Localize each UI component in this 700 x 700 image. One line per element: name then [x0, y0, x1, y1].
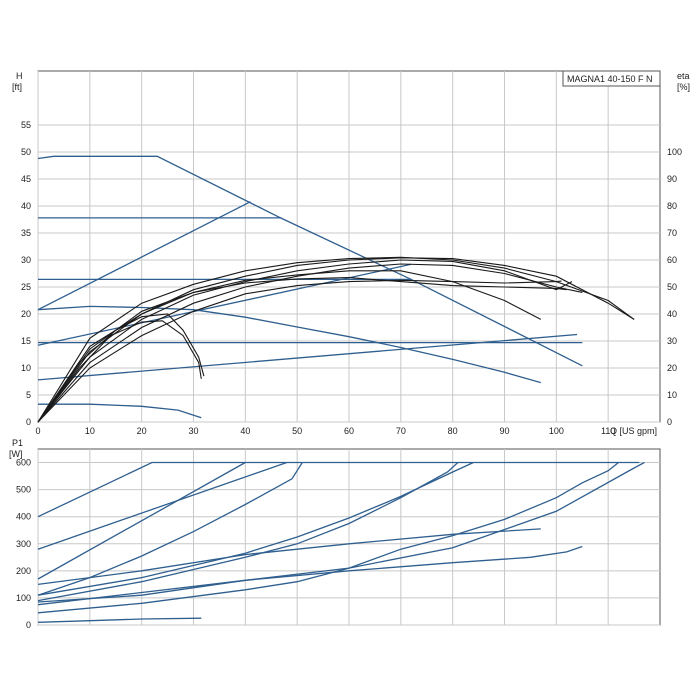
eta-y-tick-label: 100 — [667, 147, 682, 157]
x-tick-label: 10 — [85, 426, 95, 436]
efficiency-curve — [37, 277, 567, 423]
eta-y-ticks: 0 10 20 30 40 50 60 70 80 90 100 — [667, 147, 682, 427]
eta-y-tick-label: 40 — [667, 309, 677, 319]
power-curve — [37, 461, 645, 603]
eta-y-tick-label: 0 — [667, 417, 672, 427]
x-tick-label: 0 — [35, 426, 40, 436]
head-curve — [37, 305, 541, 384]
power-y-tick-label: 100 — [16, 593, 31, 603]
eta-y-tick-label: 70 — [667, 228, 677, 238]
model-label: MAGNA1 40-150 F N — [567, 74, 653, 84]
eta-y-tick-label: 20 — [667, 363, 677, 373]
head-y-tick-label: 45 — [21, 174, 31, 184]
head-axis-label-line2: [ft] — [12, 82, 22, 92]
head-y-tick-label: 20 — [21, 309, 31, 319]
x-tick-label: 90 — [499, 426, 509, 436]
x-tick-label: 80 — [448, 426, 458, 436]
head-curve — [37, 333, 578, 381]
power-axis-label-line1: P1 — [12, 438, 23, 448]
power-curve — [37, 545, 583, 606]
head-y-tick-label: 10 — [21, 363, 31, 373]
x-tick-label: 20 — [137, 426, 147, 436]
efficiency-curve — [37, 320, 202, 423]
head-y-tick-label: 40 — [21, 201, 31, 211]
power-chart: 0 100 200 300 400 500 600 P1 [W] — [9, 438, 661, 630]
power-curve — [37, 461, 619, 614]
power-curve — [37, 461, 288, 550]
efficiency-curve — [37, 263, 583, 423]
x-tick-label: 60 — [344, 426, 354, 436]
power-curve — [37, 461, 246, 580]
power-y-tick-label: 500 — [16, 485, 31, 495]
power-curve — [37, 462, 459, 602]
efficiency-curve — [37, 270, 542, 423]
head-y-tick-label: 55 — [21, 120, 31, 130]
head-y-tick-label: 30 — [21, 255, 31, 265]
head-axis-label-line1: H — [16, 71, 23, 81]
efficiency-curve — [37, 313, 205, 423]
head-curve — [38, 403, 202, 419]
head-y-tick-label: 35 — [21, 228, 31, 238]
power-curve — [37, 617, 202, 623]
x-tick-label: 30 — [188, 426, 198, 436]
power-y-tick-label: 0 — [26, 620, 31, 630]
eta-axis-label-line1: eta — [677, 71, 690, 81]
power-curves — [37, 461, 645, 623]
eta-y-tick-label: 30 — [667, 336, 677, 346]
model-label-box — [562, 70, 661, 87]
head-y-tick-label: 0 — [26, 417, 31, 427]
efficiency-curve — [37, 279, 562, 423]
power-axis-label-line2: [W] — [9, 449, 23, 459]
head-curve — [37, 201, 251, 311]
head-x-ticks: 0 10 20 30 40 50 60 70 80 90 100 110 — [35, 426, 615, 436]
eta-y-tick-label: 90 — [667, 174, 677, 184]
eta-y-tick-label: 60 — [667, 255, 677, 265]
x-tick-label: 50 — [292, 426, 302, 436]
eta-curves — [37, 256, 635, 423]
power-curve — [37, 461, 640, 518]
power-y-tick-label: 300 — [16, 539, 31, 549]
x-tick-label: 40 — [240, 426, 250, 436]
power-y-tick-label: 200 — [16, 566, 31, 576]
head-curves — [37, 155, 583, 419]
power-y-tick-label: 400 — [16, 512, 31, 522]
power-y-tick-label: 600 — [16, 458, 31, 468]
head-y-ticks: 0 5 10 15 20 25 30 35 40 45 50 55 — [21, 120, 31, 427]
head-y-tick-label: 15 — [21, 336, 31, 346]
x-tick-label: 110 — [601, 426, 615, 436]
head-y-tick-label: 50 — [21, 147, 31, 157]
head-y-tick-label: 25 — [21, 282, 31, 292]
eta-y-tick-label: 10 — [667, 390, 677, 400]
power-y-ticks: 0 100 200 300 400 500 600 — [16, 458, 31, 630]
x-tick-label: 100 — [549, 426, 564, 436]
eta-y-tick-label: 50 — [667, 282, 677, 292]
eta-axis-label-line2: [%] — [677, 82, 690, 92]
head-curve — [37, 155, 583, 367]
x-tick-label: 70 — [396, 426, 406, 436]
head-y-tick-label: 5 — [26, 390, 31, 400]
head-efficiency-chart: 0 10 20 30 40 50 60 70 80 90 100 110 05101520253035… — [12, 70, 690, 436]
eta-y-tick-label: 80 — [667, 201, 677, 211]
power-curve — [37, 528, 541, 586]
x-axis-label: Q [US gpm] — [610, 426, 657, 436]
power-curve — [37, 461, 474, 596]
